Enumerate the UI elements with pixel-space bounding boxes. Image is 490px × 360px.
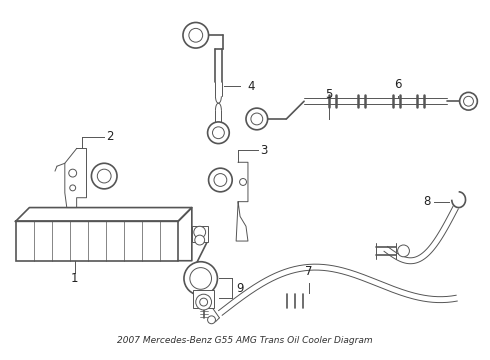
Bar [193, 290, 215, 308]
Circle shape [246, 108, 268, 130]
Circle shape [209, 168, 232, 192]
Text: 5: 5 [325, 88, 332, 101]
Text: 4: 4 [247, 80, 254, 93]
Bar [192, 226, 208, 242]
Bar [16, 221, 178, 261]
Circle shape [196, 294, 212, 310]
Text: 1: 1 [71, 272, 78, 285]
Circle shape [464, 96, 473, 106]
Circle shape [184, 262, 218, 295]
Circle shape [195, 235, 205, 245]
Circle shape [460, 93, 477, 110]
Circle shape [69, 169, 76, 177]
Text: 3: 3 [260, 144, 267, 157]
Text: 8: 8 [424, 195, 431, 208]
Circle shape [190, 267, 212, 289]
Circle shape [183, 22, 209, 48]
Text: 2: 2 [106, 130, 114, 143]
Circle shape [213, 127, 224, 139]
Circle shape [208, 122, 229, 144]
Circle shape [214, 174, 227, 186]
Circle shape [189, 28, 203, 42]
Circle shape [98, 169, 111, 183]
Circle shape [70, 185, 75, 191]
Text: 7: 7 [305, 265, 313, 278]
Circle shape [208, 316, 216, 324]
Circle shape [240, 179, 246, 185]
Circle shape [251, 113, 263, 125]
Text: 2007 Mercedes-Benz G55 AMG Trans Oil Cooler Diagram: 2007 Mercedes-Benz G55 AMG Trans Oil Coo… [117, 336, 373, 345]
Circle shape [397, 245, 410, 257]
Text: 9: 9 [236, 282, 244, 295]
Text: 6: 6 [394, 78, 401, 91]
Circle shape [194, 226, 206, 238]
Circle shape [92, 163, 117, 189]
Circle shape [200, 298, 208, 306]
